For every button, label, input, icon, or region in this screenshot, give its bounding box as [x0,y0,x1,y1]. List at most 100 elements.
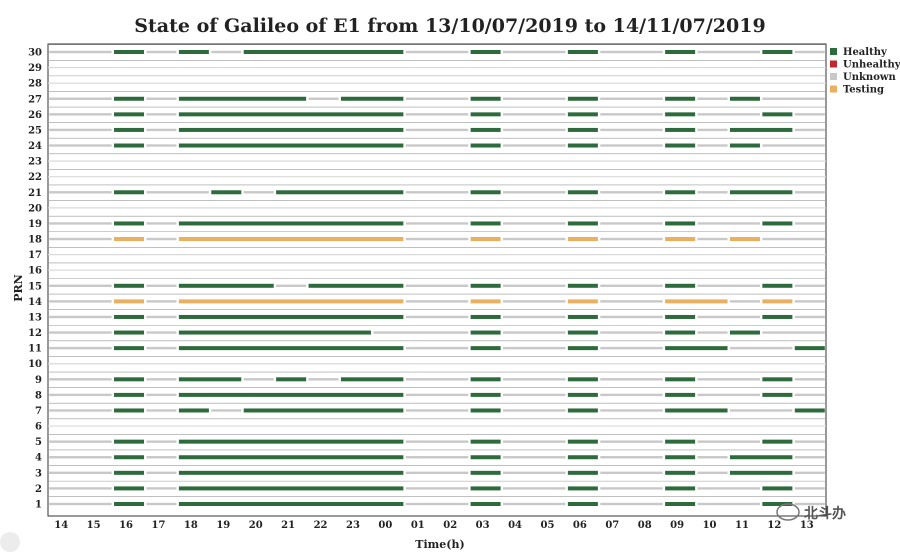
segment-prn27-K [600,97,663,100]
segment-prn27-H [470,96,501,101]
x-tick-label: 12 [767,520,781,531]
y-tick-label: 15 [28,281,42,292]
segment-prn7-H [665,408,728,413]
segment-prn1-K [49,502,112,506]
segment-prn25-H [729,127,793,132]
segment-prn12-K [697,331,728,334]
y-tick-label: 30 [28,48,42,59]
segment-prn24-K [503,144,566,147]
segment-prn8-H [567,392,598,397]
segment-prn18-T [567,237,598,242]
segment-prn8-K [794,393,825,397]
segment-prn2-K [503,487,566,490]
segment-prn7-H [243,408,404,413]
segment-prn12-K [600,331,663,334]
y-tick-label: 8 [35,390,42,401]
segment-prn15-K [405,284,469,287]
segment-prn7-H [470,408,501,413]
y-tick-label: 3 [35,468,42,479]
segment-prn15-H [470,283,501,288]
segment-prn4-K [405,456,469,459]
segment-prn15-H [762,283,793,288]
segment-prn19-H [178,221,404,226]
segment-prn18-T [178,237,404,242]
segment-prn27-H [567,96,598,101]
x-tick-label: 23 [346,520,360,531]
segment-prn9-H [762,377,793,382]
segment-prn3-H [470,470,501,475]
wechat-icon [776,503,800,521]
legend-swatch [830,85,837,93]
segment-prn18-K [405,237,469,241]
x-tick-label: 15 [87,520,101,531]
segment-prn11-H [794,346,825,351]
y-tick-label: 21 [28,188,42,199]
x-tick-label: 16 [119,520,133,531]
segment-prn4-H [178,455,404,460]
segment-prn27-K [762,97,825,100]
segment-prn21-H [470,190,501,195]
segment-prn14-T [567,299,598,304]
segment-prn8-K [405,393,469,397]
segment-prn9-H [340,377,404,382]
legend-label: Unknown [843,72,896,83]
x-tick-label: 07 [605,520,619,531]
segment-prn26-K [503,113,566,116]
segment-prn26-K [600,113,663,116]
segment-prn7-K [729,409,793,412]
y-tick-label: 24 [28,141,42,152]
segment-prn14-T [762,299,793,304]
segment-prn30-K [146,50,177,54]
segment-prn21-K [697,191,728,194]
segment-prn11-K [600,346,663,350]
y-tick-label: 28 [28,79,42,90]
segment-prn13-K [146,315,177,319]
segment-prn24-H [114,143,145,148]
x-tick-label: 11 [735,520,749,531]
segment-prn7-K [211,409,242,412]
segment-prn7-H [567,408,598,413]
segment-prn27-K [49,97,112,100]
segment-prn30-K [49,50,112,54]
segment-prn30-H [470,50,501,54]
y-tick-label: 10 [28,359,42,370]
segment-prn8-K [503,393,566,397]
segment-prn1-H [665,502,696,506]
segment-prn9-K [405,378,469,381]
segment-prn12-H [665,330,696,335]
segment-prn19-H [762,221,793,226]
segment-prn19-H [470,221,501,226]
segment-prn8-K [697,393,760,397]
y-tick-label: 17 [28,250,42,261]
segment-prn13-H [178,314,404,319]
segment-prn11-K [49,346,112,350]
segment-prn24-H [729,143,760,148]
segment-prn21-K [146,191,209,194]
y-tick-label: 20 [28,203,42,214]
segment-prn3-K [600,471,663,475]
watermark-right: 北斗办 [776,503,846,522]
segment-prn19-K [600,222,663,225]
segment-prn24-K [762,144,825,147]
segment-prn19-K [49,222,112,225]
y-tick-label: 23 [28,157,42,168]
segment-prn19-K [146,222,177,225]
segment-prn9-H [276,377,307,382]
segment-prn21-H [665,190,696,195]
segment-prn24-K [405,144,469,147]
x-tick-label: 00 [378,520,392,531]
segment-prn5-H [114,439,145,444]
y-tick-label: 14 [28,297,42,308]
segment-prn12-K [503,331,566,334]
segment-prn24-H [567,143,598,148]
segment-prn9-K [794,378,825,381]
watermark-left-icon [0,532,20,552]
segment-prn5-H [665,439,696,444]
segment-prn13-H [470,314,501,319]
y-tick-label: 12 [28,328,42,339]
segment-prn2-H [567,486,598,491]
segment-prn26-H [665,112,696,117]
segment-prn2-H [178,486,404,491]
segment-prn26-H [178,112,404,117]
